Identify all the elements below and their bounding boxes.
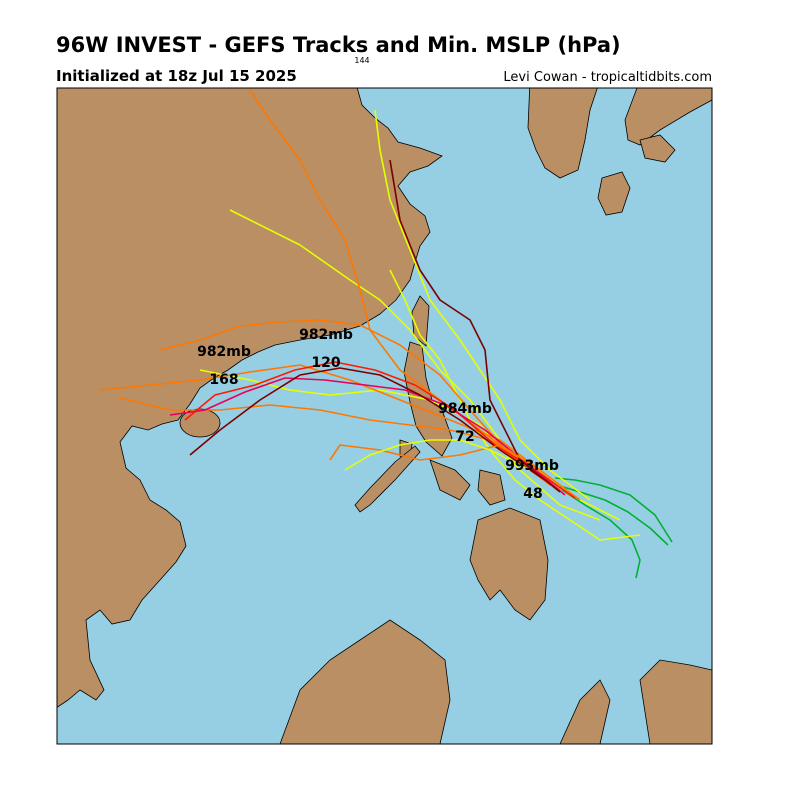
- map-area: 993mb 48 984mb 72 982mb 120 982mb 168: [57, 88, 712, 744]
- mean-label: 982mb: [197, 344, 251, 360]
- track: [389, 159, 561, 493]
- track: [159, 319, 551, 486]
- track: [554, 477, 673, 543]
- mean-label: 120: [311, 355, 340, 371]
- track: [344, 439, 531, 471]
- mean-label: 48: [523, 486, 542, 502]
- credit: Levi Cowan - tropicaltidbits.com: [503, 70, 712, 85]
- mean-label: 168: [209, 372, 238, 388]
- track: [374, 109, 591, 501]
- track: [99, 364, 581, 501]
- mean-label: 72: [455, 429, 474, 445]
- stray-label: 144: [354, 56, 369, 65]
- map-frame: [56, 87, 713, 745]
- title: 96W INVEST - GEFS Tracks and Min. MSLP (…: [56, 33, 621, 57]
- track: [169, 377, 566, 496]
- subtitle: Initialized at 18z Jul 15 2025: [56, 67, 297, 85]
- mean-label: 982mb: [299, 327, 353, 343]
- track: [189, 367, 546, 481]
- mean-label: 984mb: [438, 401, 492, 417]
- track: [184, 361, 576, 499]
- track: [329, 444, 541, 471]
- track: [561, 489, 641, 579]
- ensemble-tracks: [99, 89, 673, 579]
- mean-label: 993mb: [505, 458, 559, 474]
- track: [249, 89, 561, 491]
- track: [199, 369, 601, 521]
